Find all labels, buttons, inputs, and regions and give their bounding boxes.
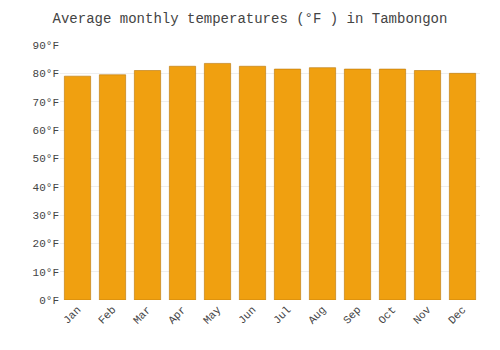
- svg-text:Dec: Dec: [446, 304, 468, 326]
- svg-text:Sep: Sep: [341, 304, 363, 326]
- svg-text:Jul: Jul: [271, 304, 293, 326]
- svg-text:20°F: 20°F: [33, 238, 59, 250]
- svg-text:60°F: 60°F: [33, 125, 59, 137]
- svg-text:Oct: Oct: [376, 304, 398, 326]
- svg-text:80°F: 80°F: [33, 68, 59, 80]
- svg-text:90°F: 90°F: [33, 40, 59, 52]
- svg-text:Apr: Apr: [166, 304, 188, 326]
- svg-text:May: May: [201, 304, 224, 327]
- svg-text:10°F: 10°F: [33, 267, 59, 279]
- svg-text:40°F: 40°F: [33, 182, 59, 194]
- svg-text:Feb: Feb: [96, 304, 118, 326]
- svg-text:Jun: Jun: [236, 304, 258, 326]
- svg-text:Average monthly temperatures (: Average monthly temperatures (°F ) in Ta…: [53, 11, 448, 27]
- svg-text:70°F: 70°F: [33, 97, 59, 109]
- svg-text:Jan: Jan: [61, 304, 83, 326]
- svg-text:0°F: 0°F: [39, 295, 59, 307]
- svg-text:Aug: Aug: [306, 304, 328, 326]
- svg-text:Mar: Mar: [131, 304, 153, 326]
- svg-text:50°F: 50°F: [33, 153, 59, 165]
- svg-text:30°F: 30°F: [33, 210, 59, 222]
- svg-text:Nov: Nov: [411, 304, 434, 327]
